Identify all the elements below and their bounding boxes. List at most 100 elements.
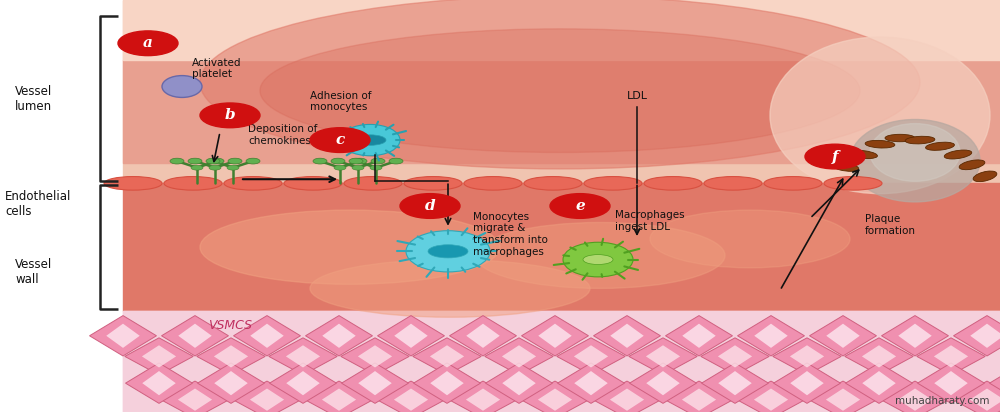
Polygon shape xyxy=(826,324,860,348)
Polygon shape xyxy=(306,316,372,356)
Bar xyxy=(123,183,1000,311)
Polygon shape xyxy=(466,389,500,411)
Ellipse shape xyxy=(959,160,985,170)
Bar xyxy=(123,311,1000,412)
Ellipse shape xyxy=(162,76,202,98)
Polygon shape xyxy=(593,381,661,412)
Polygon shape xyxy=(322,389,356,411)
Polygon shape xyxy=(214,345,248,368)
Polygon shape xyxy=(414,363,480,403)
Text: c: c xyxy=(335,133,345,147)
Polygon shape xyxy=(646,371,680,395)
Circle shape xyxy=(209,165,221,170)
Circle shape xyxy=(353,158,367,164)
Circle shape xyxy=(550,194,610,218)
Ellipse shape xyxy=(584,176,642,190)
Circle shape xyxy=(200,103,260,128)
Polygon shape xyxy=(846,363,912,403)
Polygon shape xyxy=(701,338,769,375)
Circle shape xyxy=(313,158,327,164)
Ellipse shape xyxy=(644,176,702,190)
Circle shape xyxy=(191,165,203,170)
Circle shape xyxy=(246,158,260,164)
Text: b: b xyxy=(225,108,235,122)
Polygon shape xyxy=(809,381,877,412)
Polygon shape xyxy=(898,324,932,348)
Polygon shape xyxy=(810,316,876,356)
Polygon shape xyxy=(574,371,608,395)
Polygon shape xyxy=(358,345,392,368)
Circle shape xyxy=(118,31,178,56)
Ellipse shape xyxy=(563,242,633,277)
Polygon shape xyxy=(538,389,572,411)
Circle shape xyxy=(805,144,865,169)
Polygon shape xyxy=(378,316,444,356)
Polygon shape xyxy=(558,363,624,403)
Polygon shape xyxy=(90,316,156,356)
Polygon shape xyxy=(341,338,409,375)
Polygon shape xyxy=(106,324,140,348)
Polygon shape xyxy=(665,381,733,412)
Polygon shape xyxy=(486,363,552,403)
Bar xyxy=(0,0,123,412)
Text: Vessel
lumen: Vessel lumen xyxy=(15,85,52,113)
Circle shape xyxy=(310,128,370,152)
Text: VSMCS: VSMCS xyxy=(208,319,252,332)
Text: Monocytes
migrate &
transform into
macrophages: Monocytes migrate & transform into macro… xyxy=(473,212,548,257)
Polygon shape xyxy=(954,316,1000,356)
Polygon shape xyxy=(990,363,1000,403)
Polygon shape xyxy=(233,381,301,412)
Ellipse shape xyxy=(428,245,468,258)
Ellipse shape xyxy=(870,124,960,181)
Polygon shape xyxy=(449,381,517,412)
Bar xyxy=(123,0,1000,183)
Polygon shape xyxy=(305,381,373,412)
Polygon shape xyxy=(574,345,608,368)
Ellipse shape xyxy=(164,176,222,190)
Polygon shape xyxy=(322,324,356,348)
Polygon shape xyxy=(790,345,824,368)
Polygon shape xyxy=(918,363,984,403)
Polygon shape xyxy=(845,338,913,375)
Polygon shape xyxy=(178,389,212,411)
Ellipse shape xyxy=(104,176,162,190)
Polygon shape xyxy=(234,316,300,356)
Polygon shape xyxy=(125,338,193,375)
Ellipse shape xyxy=(464,176,522,190)
Ellipse shape xyxy=(284,176,342,190)
Polygon shape xyxy=(646,345,680,368)
Polygon shape xyxy=(538,324,572,348)
Ellipse shape xyxy=(200,210,500,284)
Polygon shape xyxy=(450,316,516,356)
Polygon shape xyxy=(126,363,192,403)
Text: Vessel
wall: Vessel wall xyxy=(15,258,52,286)
Polygon shape xyxy=(862,345,896,368)
Ellipse shape xyxy=(885,134,915,142)
Text: Deposition of
chemokines: Deposition of chemokines xyxy=(248,124,317,146)
Bar xyxy=(123,0,1000,60)
Polygon shape xyxy=(682,324,716,348)
Polygon shape xyxy=(502,371,536,395)
Circle shape xyxy=(389,158,403,164)
Polygon shape xyxy=(557,338,625,375)
Polygon shape xyxy=(666,316,732,356)
Polygon shape xyxy=(630,363,696,403)
Polygon shape xyxy=(682,389,716,411)
Polygon shape xyxy=(610,324,644,348)
Ellipse shape xyxy=(905,136,935,144)
Text: Endothelial
cells: Endothelial cells xyxy=(5,190,71,218)
Circle shape xyxy=(188,158,202,164)
Polygon shape xyxy=(358,371,392,395)
Polygon shape xyxy=(718,345,752,368)
Ellipse shape xyxy=(650,210,850,268)
Circle shape xyxy=(227,165,239,170)
Polygon shape xyxy=(142,345,176,368)
Polygon shape xyxy=(881,381,949,412)
Text: d: d xyxy=(425,199,435,213)
Polygon shape xyxy=(394,324,428,348)
Text: Adhesion of
monocytes: Adhesion of monocytes xyxy=(310,91,372,112)
Polygon shape xyxy=(629,338,697,375)
Circle shape xyxy=(228,158,242,164)
Polygon shape xyxy=(934,371,968,395)
Polygon shape xyxy=(737,381,805,412)
